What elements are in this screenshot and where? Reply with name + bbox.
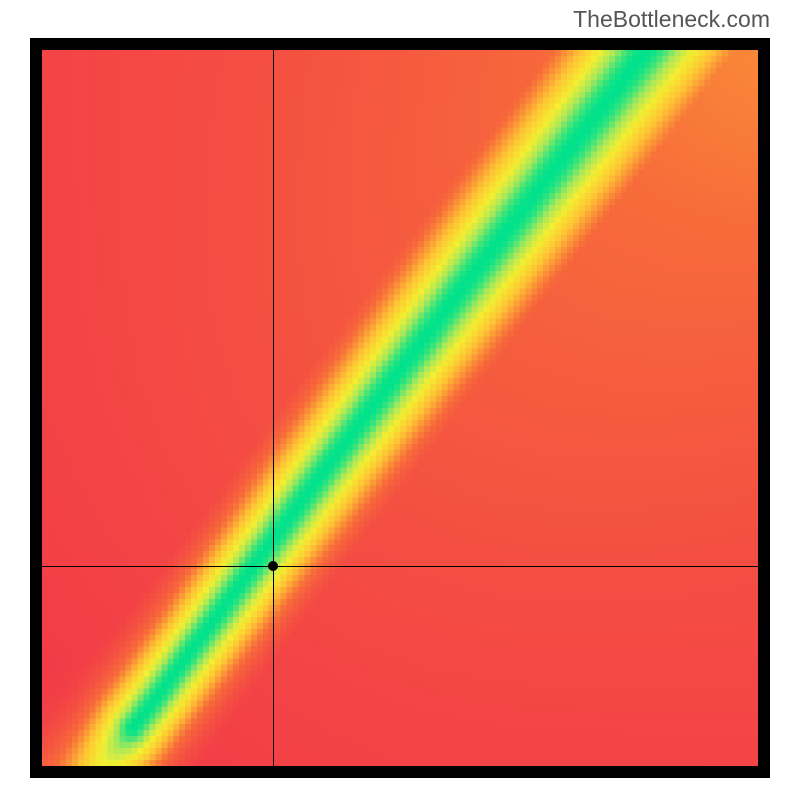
chart-frame xyxy=(30,38,770,778)
heatmap-canvas xyxy=(42,50,758,766)
attribution-text: TheBottleneck.com xyxy=(573,6,770,33)
plot-area xyxy=(42,50,758,766)
chart-container: TheBottleneck.com xyxy=(0,0,800,800)
marker-dot xyxy=(268,561,278,571)
crosshair-vertical xyxy=(273,50,274,766)
crosshair-horizontal xyxy=(42,566,758,567)
